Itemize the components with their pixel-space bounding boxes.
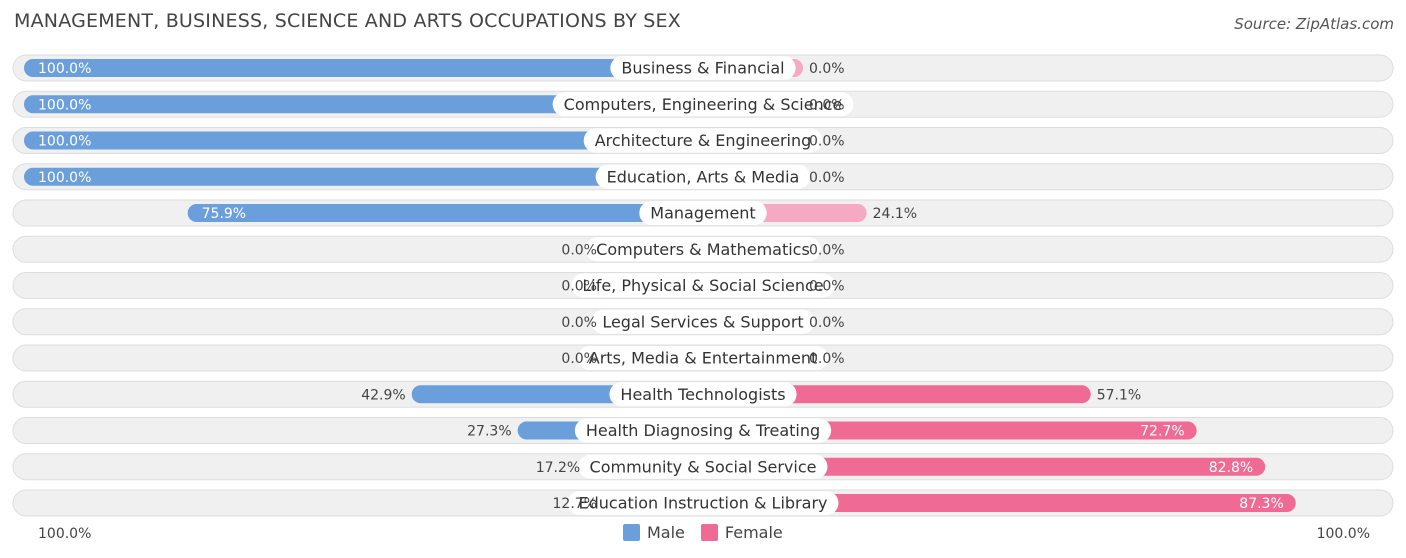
- category-label-group: Architecture & Engineering: [583, 128, 823, 153]
- male-value-label: 100.0%: [38, 134, 91, 150]
- category-label: Business & Financial: [621, 59, 784, 78]
- row-business-financial: Business & Financial 100.0% 0.0%: [12, 54, 1394, 82]
- female-value-label: 0.0%: [809, 134, 845, 150]
- legend-item-female: Female: [700, 523, 783, 542]
- category-label-pill: [591, 309, 815, 334]
- male-bar: [24, 131, 703, 150]
- category-label-pill: [567, 491, 839, 515]
- female-value-label: 0.0%: [809, 97, 845, 113]
- category-label-pill: [639, 201, 767, 225]
- male-bar: [187, 204, 703, 222]
- female-value-label: 82.8%: [1209, 460, 1253, 476]
- legend-swatch-female: [700, 524, 718, 541]
- male-value-label: 75.9%: [202, 206, 246, 222]
- male-value-label: 0.0%: [561, 242, 597, 258]
- male-bar: [24, 59, 703, 77]
- female-value-label: 0.0%: [809, 351, 845, 367]
- female-bar: [703, 385, 1091, 404]
- row-architecture-engineering: Architecture & Engineering 100.0% 0.0%: [12, 127, 1394, 154]
- category-label: Health Diagnosing & Treating: [586, 421, 820, 440]
- legend: Male Female: [623, 523, 799, 542]
- male-value-label: 0.0%: [561, 351, 597, 367]
- female-value-label: 0.0%: [809, 61, 845, 77]
- category-label-group: Health Diagnosing & Treating: [574, 418, 832, 443]
- category-label: Computers, Engineering & Science: [564, 95, 843, 114]
- category-label-group: Arts, Media & Entertainment: [577, 346, 829, 370]
- row-education-arts-media: Education, Arts & Media 100.0% 0.0%: [12, 163, 1394, 191]
- category-label: Education, Arts & Media: [607, 167, 800, 186]
- category-label-pill: [595, 164, 811, 189]
- category-label: Health Technologists: [620, 385, 785, 404]
- category-label: Computers & Mathematics: [596, 240, 810, 259]
- source-label: Source: ZipAtlas.com: [1234, 15, 1394, 33]
- category-label-pill: [571, 273, 835, 298]
- female-value-label: 87.3%: [1239, 496, 1283, 512]
- male-value-label: 0.0%: [561, 279, 597, 295]
- category-label-group: Education Instruction & Library: [567, 491, 839, 515]
- male-value-label: 42.9%: [361, 387, 405, 403]
- row-computers-engineering-science: Computers, Engineering & Science 100.0% 0.…: [12, 90, 1394, 118]
- female-value-label: 24.1%: [873, 206, 917, 222]
- category-label-pill: [585, 237, 821, 262]
- category-label-group: Business & Financial: [610, 56, 796, 80]
- row-community-social-service: Community & Social Service 17.2% 82.8%: [12, 453, 1394, 481]
- category-label: Architecture & Engineering: [595, 131, 812, 150]
- category-label: Legal Services & Support: [602, 312, 803, 331]
- male-value-label: 12.7%: [553, 496, 597, 512]
- female-value-label: 0.0%: [809, 315, 845, 331]
- male-value-label: 100.0%: [38, 170, 91, 186]
- female-value-label: 0.0%: [809, 170, 845, 186]
- axis-right-label: 100.0%: [1316, 526, 1370, 542]
- legend-swatch-male: [623, 524, 640, 541]
- category-label-pill: [577, 346, 829, 370]
- chart-title: MANAGEMENT, BUSINESS, SCIENCE AND ARTS O…: [14, 10, 681, 32]
- category-label: Community & Social Service: [590, 457, 817, 476]
- category-label-pill: [610, 56, 796, 80]
- male-value-label: 100.0%: [38, 97, 91, 113]
- category-label-group: Legal Services & Support: [591, 309, 815, 334]
- category-label-group: Management: [639, 201, 767, 225]
- male-bar: [24, 95, 703, 114]
- category-label-group: Computers & Mathematics: [585, 237, 821, 262]
- female-value-label: 57.1%: [1097, 387, 1141, 403]
- female-value-label: 0.0%: [809, 242, 845, 258]
- row-health-diagnosing-treating: Health Diagnosing & Treating 27.3% 72.7%: [12, 417, 1394, 444]
- legend-label-female: Female: [724, 523, 783, 542]
- category-label-pill: [552, 92, 854, 117]
- category-label: Arts, Media & Entertainment: [589, 349, 817, 368]
- female-value-label: 72.7%: [1140, 424, 1184, 440]
- female-bar: [703, 494, 1296, 512]
- male-value-label: 100.0%: [38, 61, 91, 77]
- male-value-label: 27.3%: [467, 424, 511, 440]
- category-label-group: Life, Physical & Social Science: [571, 273, 835, 298]
- axis-left-label: 100.0%: [38, 526, 92, 542]
- row-management: Management 75.9% 24.1%: [12, 199, 1394, 227]
- male-value-label: 17.2%: [536, 460, 580, 476]
- category-label: Life, Physical & Social Science: [582, 276, 823, 295]
- row-health-technologists: Health Technologists 42.9% 57.1%: [12, 380, 1394, 408]
- female-bar: [703, 457, 1266, 476]
- category-label-group: Computers, Engineering & Science: [552, 92, 854, 117]
- category-label-group: Community & Social Service: [578, 454, 828, 479]
- row-legal-services-support: Legal Services & Support 0.0% 0.0%: [12, 308, 1394, 336]
- female-value-label: 0.0%: [809, 279, 845, 295]
- male-value-label: 0.0%: [561, 315, 597, 331]
- category-label-pill: [574, 418, 832, 443]
- category-label: Education Instruction & Library: [579, 494, 828, 513]
- category-label-pill: [583, 128, 823, 153]
- category-label-group: Education, Arts & Media: [595, 164, 811, 189]
- category-label-pill: [578, 454, 828, 479]
- category-label-group: Health Technologists: [609, 382, 797, 407]
- category-label-pill: [609, 382, 797, 407]
- legend-label-male: Male: [647, 523, 685, 542]
- male-bar: [24, 167, 703, 186]
- category-label: Management: [650, 204, 755, 223]
- legend-item-male: Male: [623, 523, 685, 542]
